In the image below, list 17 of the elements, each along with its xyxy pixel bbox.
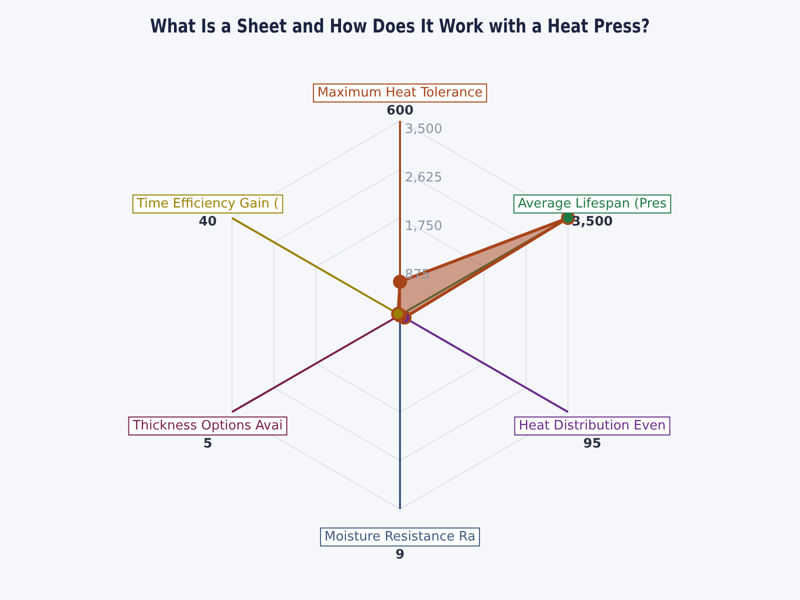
y-tick-label: 1,750 (405, 218, 442, 234)
text: 3,500 (572, 214, 613, 230)
chart-title: What Is a Sheet and How Does It Work with a Heat Press? (150, 16, 650, 38)
y-tick-label: 3,500 (405, 122, 442, 137)
spoke-label: Moisture Resistance Ra (324, 529, 476, 544)
text: 600 (386, 103, 414, 118)
text: 5 (203, 436, 212, 452)
text: 40 (198, 214, 217, 230)
spoke-label: Time Efficiency Gain ( (136, 196, 279, 212)
spoke-label: Heat Distribution Even (518, 418, 666, 434)
text: 9 (395, 547, 405, 562)
spoke-label: Thickness Options Avai (132, 418, 283, 434)
spoke-label: Maximum Heat Tolerance (317, 85, 483, 100)
spoke-label: Average Lifespan (Pres (518, 196, 667, 212)
y-tick-label: 875 (405, 267, 430, 282)
y-tick-label: 2,625 (405, 170, 442, 186)
text: 95 (583, 436, 602, 452)
